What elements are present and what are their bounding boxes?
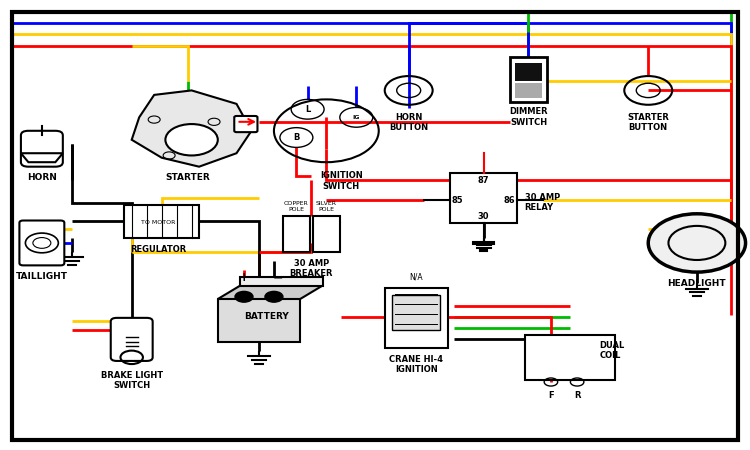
Text: 30 AMP
BREAKER: 30 AMP BREAKER <box>290 259 333 278</box>
FancyBboxPatch shape <box>21 131 63 166</box>
Text: HORN: HORN <box>27 173 57 182</box>
Text: DIMMER
SWITCH: DIMMER SWITCH <box>509 108 548 127</box>
Text: L: L <box>305 105 310 114</box>
Text: HEADLIGHT: HEADLIGHT <box>668 279 726 288</box>
FancyBboxPatch shape <box>313 216 340 252</box>
Text: BRAKE LIGHT
SWITCH: BRAKE LIGHT SWITCH <box>100 371 163 390</box>
Text: REGULATOR: REGULATOR <box>130 245 186 254</box>
Text: STARTER: STARTER <box>166 173 210 182</box>
Text: R: R <box>574 391 580 400</box>
Text: TO MOTOR: TO MOTOR <box>141 220 175 225</box>
FancyBboxPatch shape <box>20 220 64 266</box>
Text: N/A: N/A <box>410 272 423 281</box>
Text: 30 AMP
RELAY: 30 AMP RELAY <box>525 193 560 212</box>
Polygon shape <box>132 90 251 166</box>
FancyBboxPatch shape <box>283 216 310 252</box>
Text: 30: 30 <box>478 212 489 220</box>
FancyBboxPatch shape <box>515 63 542 81</box>
Polygon shape <box>240 277 322 286</box>
FancyBboxPatch shape <box>525 335 614 380</box>
Circle shape <box>265 292 283 302</box>
Text: STARTER
BUTTON: STARTER BUTTON <box>627 113 669 132</box>
Text: 87: 87 <box>478 176 489 184</box>
FancyBboxPatch shape <box>392 295 440 330</box>
Polygon shape <box>217 286 322 299</box>
Text: IGNITION
SWITCH: IGNITION SWITCH <box>320 171 363 190</box>
Circle shape <box>235 292 253 302</box>
FancyBboxPatch shape <box>217 299 300 342</box>
Text: HORN
BUTTON: HORN BUTTON <box>389 113 428 132</box>
FancyBboxPatch shape <box>111 318 153 361</box>
Text: CRANE HI-4
IGNITION: CRANE HI-4 IGNITION <box>389 355 443 374</box>
Text: COPPER
POLE: COPPER POLE <box>284 201 309 212</box>
FancyBboxPatch shape <box>234 116 257 132</box>
FancyBboxPatch shape <box>385 288 448 348</box>
Text: TAILLIGHT: TAILLIGHT <box>16 272 68 281</box>
FancyBboxPatch shape <box>450 173 518 223</box>
Text: 86: 86 <box>504 196 515 205</box>
Text: 85: 85 <box>452 196 464 205</box>
FancyBboxPatch shape <box>510 57 548 102</box>
Circle shape <box>166 124 218 155</box>
Text: +: + <box>238 271 249 284</box>
Text: B: B <box>293 133 299 142</box>
Text: IG: IG <box>352 115 360 120</box>
Circle shape <box>648 214 746 272</box>
Text: BATTERY: BATTERY <box>244 312 289 321</box>
Text: −: − <box>272 271 283 284</box>
Text: F: F <box>548 391 554 400</box>
FancyBboxPatch shape <box>515 83 542 99</box>
FancyBboxPatch shape <box>124 205 199 238</box>
Text: SILVER
POLE: SILVER POLE <box>316 201 337 212</box>
Text: DUAL
COIL: DUAL COIL <box>599 341 625 360</box>
